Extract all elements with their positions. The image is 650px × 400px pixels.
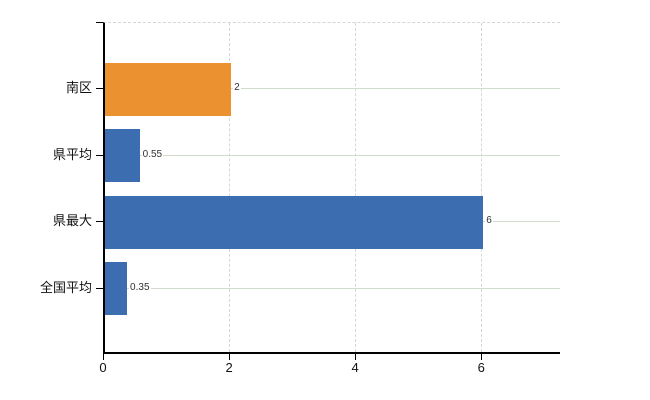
x-axis-tick (481, 354, 483, 360)
bar-value-label: 0.35 (129, 281, 151, 294)
y-axis-tick (96, 221, 103, 223)
vertical-gridline (481, 23, 483, 352)
category-gridline (105, 287, 560, 289)
vertical-gridline (355, 23, 357, 352)
bar-value-label: 2 (233, 82, 241, 95)
plot-area: 2 0.55 6 0.35 (96, 22, 560, 360)
category-gridline (105, 88, 560, 90)
category-gridline (105, 154, 560, 156)
x-axis-tick-label: 0 (99, 360, 107, 375)
y-axis-top-tick (96, 22, 103, 23)
y-axis-tick (96, 88, 103, 90)
bar-default (105, 129, 140, 183)
x-axis-tick-label: 6 (477, 360, 485, 375)
x-axis-tick (103, 354, 104, 360)
vertical-gridline (229, 23, 231, 352)
y-axis-tick (96, 154, 103, 156)
category-label: 全国平均 (39, 279, 92, 295)
bar-highlight (105, 62, 232, 116)
bar-default (105, 195, 484, 249)
category-label: 南区 (65, 80, 92, 96)
x-axis-tick (229, 354, 231, 360)
category-label: 県最大 (52, 213, 92, 229)
category-label: 県平均 (52, 146, 92, 162)
bar-default (105, 262, 128, 316)
bar-value-label: 0.55 (141, 148, 164, 161)
x-axis-tick (355, 354, 357, 360)
bar-value-label: 6 (485, 215, 493, 228)
x-axis-tick-label: 4 (351, 360, 359, 375)
x-axis-tick-label: 2 (225, 360, 233, 375)
y-axis-tick (96, 287, 103, 289)
